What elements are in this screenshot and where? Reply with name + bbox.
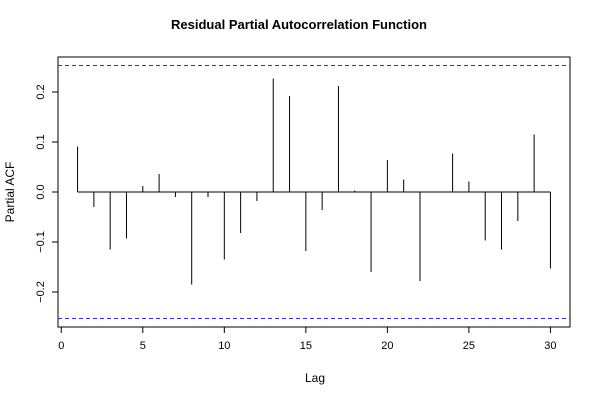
- y-tick-label: 0.0: [35, 184, 47, 199]
- y-tick-label: 0.2: [35, 84, 47, 99]
- x-axis: 0 5 10 15 20 25 30: [58, 326, 557, 352]
- x-tick-label: 15: [300, 340, 312, 352]
- y-axis-label: Partial ACF: [3, 162, 17, 223]
- x-tick-label: 0: [58, 340, 64, 352]
- x-tick-label: 5: [140, 340, 146, 352]
- x-tick-label: 20: [381, 340, 393, 352]
- y-tick-label: 0.1: [35, 134, 47, 149]
- x-tick-label: 30: [544, 340, 556, 352]
- y-tick-label: −0.2: [35, 281, 47, 303]
- confidence-bounds: [58, 65, 570, 319]
- x-tick-label: 25: [463, 340, 475, 352]
- y-axis: −0.2 −0.1 0.0 0.1 0.2: [35, 84, 59, 303]
- x-axis-label: Lag: [305, 371, 325, 385]
- pacf-bars: [77, 78, 551, 285]
- chart-title: Residual Partial Autocorrelation Functio…: [171, 17, 427, 32]
- y-tick-label: −0.1: [35, 231, 47, 253]
- x-tick-label: 10: [218, 340, 230, 352]
